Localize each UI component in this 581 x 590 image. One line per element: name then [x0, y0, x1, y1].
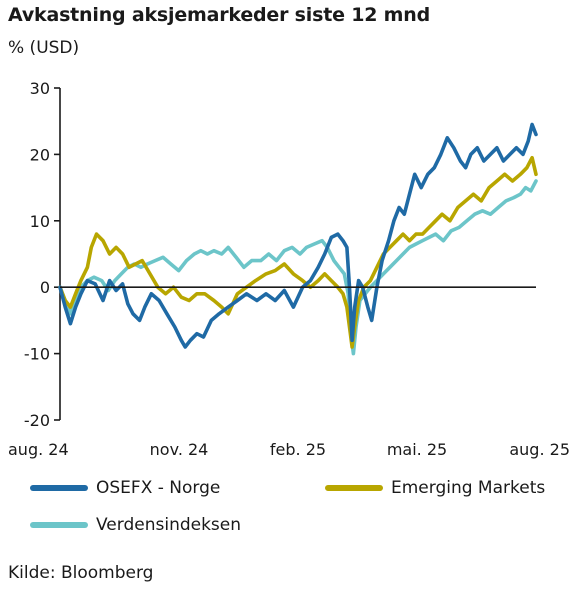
legend-swatch-verdensindeksen [30, 522, 88, 528]
legend-label-osefx: OSEFX - Norge [96, 478, 221, 498]
x-tick-label: mai. 25 [387, 440, 447, 459]
y-tick-label: 20 [30, 145, 50, 164]
line-chart: 30 20 10 0 -10 -20 aug. 24 nov. 24 feb. 25 mai. 2… [8, 79, 570, 459]
y-tick-label: 0 [40, 278, 50, 297]
x-tick-label: feb. 25 [270, 440, 326, 459]
y-tick-label: -20 [24, 411, 50, 430]
legend-swatch-emerging-markets [325, 485, 383, 491]
series-line-emerging-markets [58, 155, 538, 349]
x-tick-label: nov. 24 [150, 440, 209, 459]
legend-swatch-osefx [30, 485, 88, 491]
y-tick-label: -10 [24, 345, 50, 364]
x-tick-label: aug. 25 [509, 440, 570, 459]
legend-item-osefx: OSEFX - Norge [30, 478, 220, 498]
legend-item-emerging-markets: Emerging Markets [325, 478, 545, 498]
x-tick-label: aug. 24 [8, 440, 69, 459]
legend-item-verdensindeksen: Verdensindeksen [30, 515, 241, 535]
source-note: Kilde: Bloomberg [8, 563, 154, 583]
series-line-osefx-norge [58, 122, 538, 349]
y-axis-unit-label: % (USD) [8, 38, 80, 58]
y-tick-label: 10 [30, 212, 50, 231]
legend-label-verdensindeksen: Verdensindeksen [96, 515, 242, 535]
legend-label-emerging-markets: Emerging Markets [391, 478, 546, 498]
y-tick-label: 30 [30, 79, 50, 98]
chart-title: Avkastning aksjemarkeder siste 12 mnd [8, 4, 430, 26]
